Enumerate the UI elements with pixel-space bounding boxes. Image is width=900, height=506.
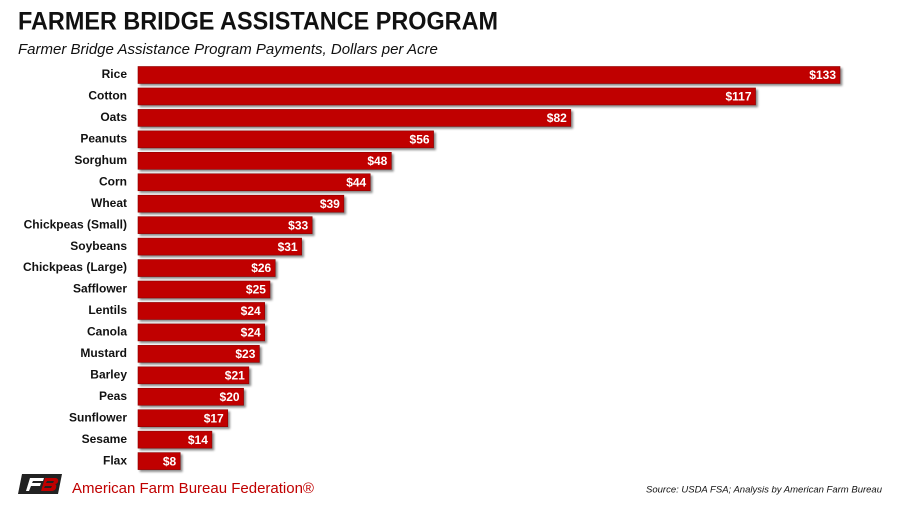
value-label: $44 [346, 175, 366, 189]
organization-name: American Farm Bureau Federation® [72, 480, 314, 497]
category-label: Corn [99, 174, 127, 188]
category-label: Chickpeas (Small) [24, 217, 127, 231]
value-label: $48 [367, 154, 387, 168]
bar [137, 387, 244, 406]
bar [137, 259, 276, 277]
category-label: Mustard [80, 346, 127, 360]
category-label: Canola [87, 325, 127, 339]
value-label: $117 [726, 90, 752, 104]
value-label: $8 [163, 454, 177, 468]
chart-title: FARMER BRIDGE ASSISTANCE PROGRAM [18, 8, 498, 36]
category-label: Sunflower [69, 410, 127, 424]
category-label: Wheat [91, 196, 127, 210]
bar [137, 87, 756, 106]
value-label: $33 [288, 218, 308, 232]
category-label: Sorghum [74, 153, 127, 167]
category-label: Peanuts [80, 132, 127, 146]
bar [137, 237, 302, 256]
value-label: $133 [809, 68, 836, 82]
value-label: $39 [320, 197, 340, 211]
value-label: $21 [225, 368, 245, 382]
value-label: $25 [246, 283, 266, 297]
value-label: $17 [204, 411, 224, 425]
bar [137, 194, 345, 213]
category-label: Lentils [88, 303, 127, 317]
bar [137, 152, 392, 170]
value-label: $24 [241, 326, 261, 340]
value-label: $56 [410, 133, 430, 147]
value-label: $82 [547, 111, 567, 125]
value-label: $24 [241, 304, 261, 318]
bar [137, 452, 181, 470]
value-label: $23 [235, 347, 255, 361]
chart-subtitle: Farmer Bridge Assistance Program Payment… [18, 41, 438, 58]
value-label: $14 [188, 433, 208, 447]
bar [137, 216, 313, 234]
bar [137, 409, 229, 428]
category-label: Soybeans [70, 239, 127, 253]
bar [137, 280, 271, 299]
bar [137, 366, 250, 385]
bar [137, 66, 841, 84]
category-label: Oats [100, 110, 127, 124]
bar [137, 130, 434, 149]
bar [137, 302, 265, 320]
category-label: Sesame [82, 432, 128, 446]
value-label: $31 [278, 240, 298, 254]
category-label: Barley [90, 367, 127, 381]
bar [137, 345, 260, 363]
bar [137, 109, 572, 127]
value-label: $26 [251, 261, 271, 275]
source-note: Source: USDA FSA; Analysis by American F… [646, 485, 883, 496]
category-label: Flax [103, 453, 127, 467]
category-label: Safflower [73, 282, 127, 296]
bar [137, 173, 371, 192]
category-label: Chickpeas (Large) [23, 260, 127, 274]
logo-icon [18, 474, 62, 494]
category-label: Cotton [88, 89, 127, 103]
category-label: Rice [102, 67, 128, 81]
bar [137, 323, 265, 342]
bar [137, 430, 213, 449]
category-label: Peas [99, 389, 127, 403]
value-label: $20 [220, 390, 240, 404]
